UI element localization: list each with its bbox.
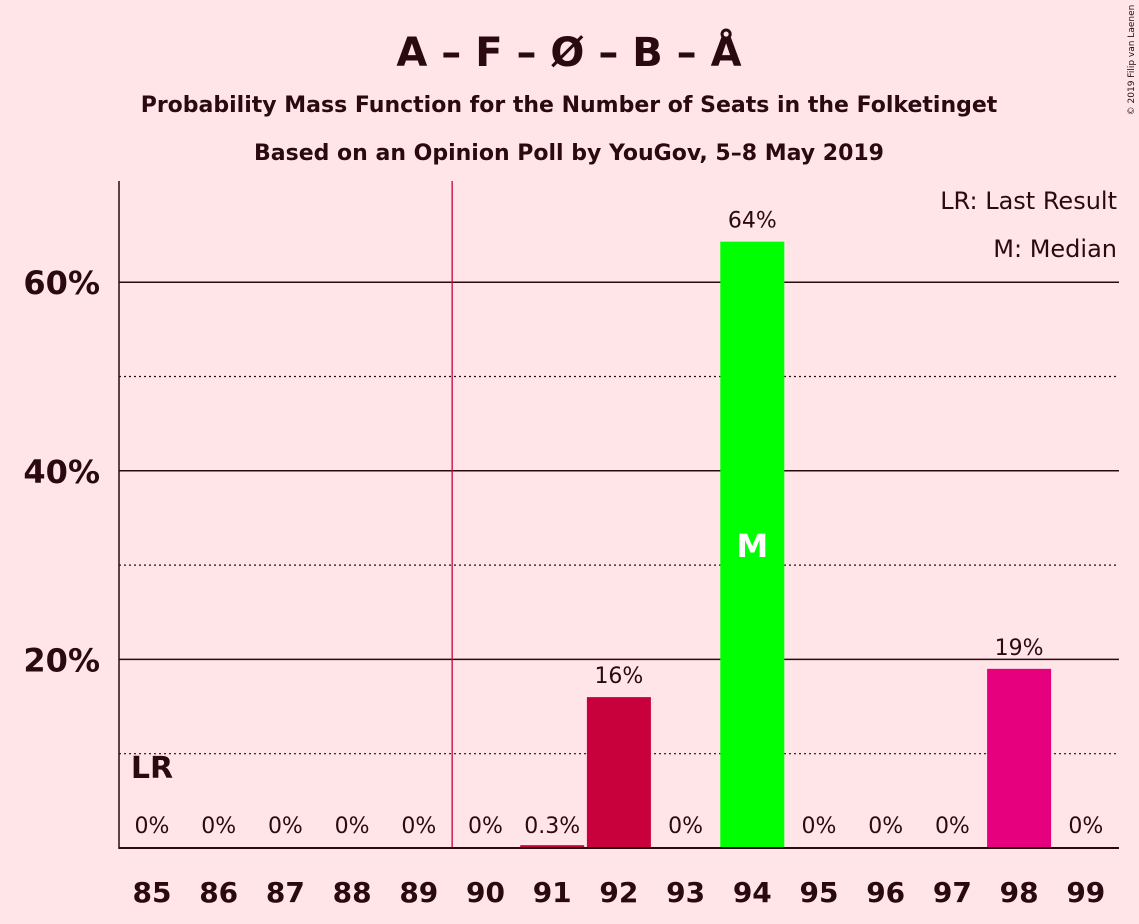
x-tick-label: 90 <box>466 876 505 909</box>
bar-value-label: 0% <box>401 814 436 839</box>
bar-value-label: 0% <box>468 814 503 839</box>
axes <box>118 181 1119 849</box>
bar-value-label: 0% <box>668 814 703 839</box>
x-tick-label: 98 <box>1000 876 1039 909</box>
x-tick-label: 85 <box>133 876 172 909</box>
bar-value-label: 0.3% <box>524 814 580 839</box>
copyright-notice: © 2019 Filip van Laenen <box>1127 5 1137 116</box>
chart-title: A – F – Ø – B – Å <box>396 27 741 76</box>
bar-value-label: 0% <box>935 814 970 839</box>
y-tick-label: 40% <box>23 453 100 491</box>
bar <box>586 697 651 848</box>
x-tick-label: 95 <box>800 876 839 909</box>
last-result-marker: LR <box>131 751 173 786</box>
x-tick-label: 96 <box>866 876 905 909</box>
y-axis-ticks: 20% 40% 60% <box>23 264 100 679</box>
bar-value-label: 0% <box>868 814 903 839</box>
bar-value-label: 0% <box>335 814 370 839</box>
bar-value-label: 64% <box>728 209 777 234</box>
x-tick-label: 91 <box>533 876 572 909</box>
bar-value-label: 0% <box>135 814 170 839</box>
bar-value-label: 0% <box>268 814 303 839</box>
bars <box>520 241 1052 848</box>
bar <box>520 845 585 848</box>
x-tick-label: 99 <box>1066 876 1105 909</box>
x-tick-label: 89 <box>399 876 438 909</box>
x-tick-label: 86 <box>199 876 238 909</box>
chart-subtitle: Probability Mass Function for the Number… <box>141 93 998 118</box>
markers: LR M <box>131 527 768 786</box>
bar-value-label: 16% <box>594 664 643 689</box>
x-tick-label: 93 <box>666 876 705 909</box>
x-tick-label: 92 <box>599 876 638 909</box>
x-tick-label: 87 <box>266 876 305 909</box>
bar-value-label: 0% <box>1068 814 1103 839</box>
x-tick-label: 88 <box>333 876 372 909</box>
x-tick-label: 94 <box>733 876 772 909</box>
y-tick-label: 20% <box>23 641 100 679</box>
chart-subtitle-poll: Based on an Opinion Poll by YouGov, 5–8 … <box>254 141 884 166</box>
bar-value-label: 19% <box>995 636 1044 661</box>
median-marker: M <box>736 527 768 565</box>
bar <box>987 668 1052 848</box>
bar-value-label: 0% <box>802 814 837 839</box>
legend-median: M: Median <box>993 235 1117 263</box>
bar <box>720 241 785 848</box>
bar-value-label: 0% <box>201 814 236 839</box>
bar-value-labels: 0% 0% 0% 0% 0% 0% 0.3% 16% 0% 64% 0% 0% 0% 19% 0% <box>135 209 1104 839</box>
y-tick-label: 60% <box>23 264 100 302</box>
x-tick-label: 97 <box>933 876 972 909</box>
legend-last-result: LR: Last Result <box>940 187 1117 215</box>
x-axis-ticks: 85 86 87 88 89 90 91 92 93 94 95 96 97 98 99 <box>133 876 1106 909</box>
